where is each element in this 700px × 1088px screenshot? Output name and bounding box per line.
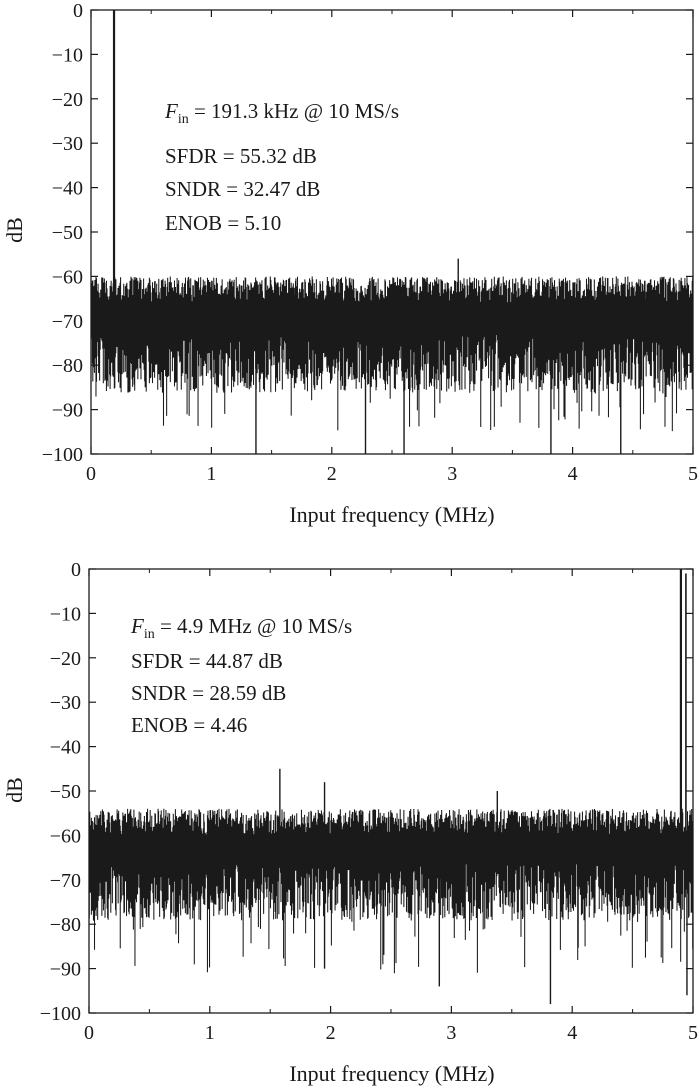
sfdr-label-bottom: SFDR = 44.87 dB <box>131 649 283 673</box>
x-tick-label: 1 <box>205 1022 215 1044</box>
fin-label-bottom: Fin = 4.9 MHz @ 10 MS/s <box>130 614 352 642</box>
y-tick-label: −60 <box>50 825 81 847</box>
y-axis-label-bottom: dB <box>2 777 27 803</box>
y-tick-label: 0 <box>71 559 81 581</box>
x-tick-label: 3 <box>446 1022 456 1044</box>
metrics-annotation-top: Fin = 191.3 kHz @ 10 MS/s SFDR = 55.32 d… <box>164 99 399 235</box>
y-axis-label-top: dB <box>2 217 27 243</box>
y-tick-label: −70 <box>50 870 81 892</box>
metrics-annotation-bottom: Fin = 4.9 MHz @ 10 MS/s SFDR = 44.87 dB … <box>130 614 352 737</box>
y-tick-label: −70 <box>52 311 83 333</box>
spectrum-trace-top <box>90 10 694 454</box>
y-tick-label: −50 <box>50 781 81 803</box>
x-tick-label: 5 <box>688 1022 698 1044</box>
x-tick-label: 4 <box>567 1022 577 1044</box>
sndr-label-bottom: SNDR = 28.59 dB <box>131 681 286 705</box>
y-tick-label: −30 <box>52 133 83 155</box>
x-tick-label: 0 <box>86 463 96 485</box>
noise-floor-trace <box>88 808 694 974</box>
x-axis-label-top: Input frequency (MHz) <box>289 502 494 527</box>
y-tick-label: −80 <box>52 355 83 377</box>
y-tick-label: −60 <box>52 266 83 288</box>
y-tick-label: −40 <box>52 178 83 200</box>
noise-floor-trace <box>90 276 694 432</box>
y-tick-label: 0 <box>73 0 83 22</box>
fin-label-top: Fin = 191.3 kHz @ 10 MS/s <box>164 99 399 127</box>
x-tick-label: 3 <box>447 463 457 485</box>
y-tick-label: −100 <box>42 444 83 466</box>
y-tick-label: −90 <box>50 959 81 981</box>
enob-label-top: ENOB = 5.10 <box>165 211 281 235</box>
y-tick-label: −20 <box>52 89 83 111</box>
x-tick-label: 1 <box>206 463 216 485</box>
y-tick-label: −40 <box>50 737 81 759</box>
spectrum-trace-bottom <box>88 569 694 1005</box>
x-tick-label: 4 <box>568 463 578 485</box>
x-tick-label: 0 <box>84 1022 94 1044</box>
y-tick-label: −100 <box>40 1003 81 1025</box>
y-tick-label: −10 <box>50 603 81 625</box>
sfdr-label-top: SFDR = 55.32 dB <box>165 144 317 168</box>
y-tick-label: −90 <box>52 400 83 422</box>
x-tick-label: 2 <box>326 1022 336 1044</box>
y-tick-label: −80 <box>50 914 81 936</box>
y-tick-label: −30 <box>50 692 81 714</box>
x-tick-label: 5 <box>688 463 698 485</box>
x-axis-label-bottom: Input frequency (MHz) <box>289 1061 494 1086</box>
y-tick-label: −50 <box>52 222 83 244</box>
y-tick-label: −10 <box>52 44 83 66</box>
x-tick-label: 2 <box>327 463 337 485</box>
sndr-label-top: SNDR = 32.47 dB <box>165 177 320 201</box>
y-tick-label: −20 <box>50 648 81 670</box>
enob-label-bottom: ENOB = 4.46 <box>131 713 247 737</box>
